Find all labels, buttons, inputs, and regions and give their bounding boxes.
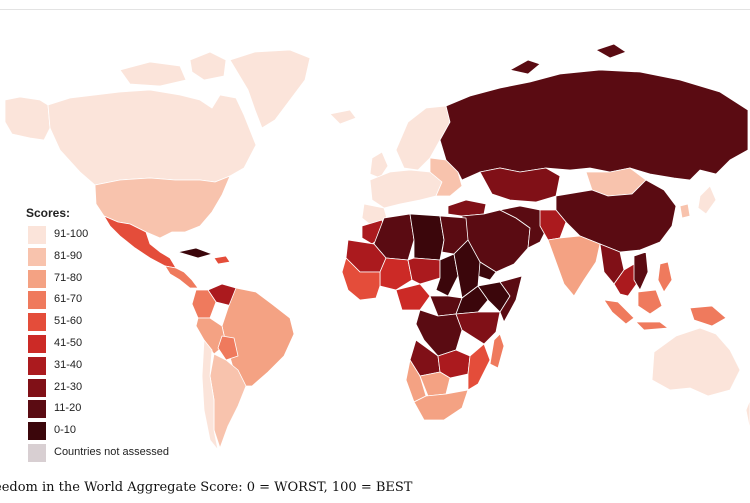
- legend-item: Countries not assessed: [26, 442, 169, 464]
- legend-items: 91-100 81-90 71-80 61-70 51-60 41-50 31-40 21-3…: [26, 224, 169, 464]
- region-hispaniola[interactable]: [213, 255, 231, 265]
- legend-item: 0-10: [26, 420, 76, 442]
- legend-swatch: [28, 334, 46, 353]
- legend-item: 41-50: [26, 333, 82, 355]
- region-somalia[interactable]: [499, 275, 523, 323]
- region-west-africa[interactable]: [341, 257, 381, 301]
- region-alaska[interactable]: [4, 96, 51, 141]
- region-novaya-zemlya[interactable]: [509, 59, 541, 75]
- region-western-europe[interactable]: [369, 169, 443, 209]
- region-philippines[interactable]: [657, 261, 673, 293]
- legend-swatch: [28, 247, 46, 266]
- legend-item: 31-40: [26, 355, 82, 377]
- region-mozambique[interactable]: [467, 343, 491, 391]
- region-kazakhstan[interactable]: [479, 167, 561, 203]
- region-bolivia[interactable]: [217, 335, 239, 361]
- region-australia[interactable]: [651, 327, 741, 397]
- legend-swatch: [28, 313, 46, 332]
- legend-label: Countries not assessed: [54, 445, 169, 458]
- legend-item: 61-70: [26, 289, 82, 311]
- region-cuba[interactable]: [177, 247, 213, 259]
- region-libya[interactable]: [409, 213, 445, 261]
- region-new-zealand[interactable]: [745, 399, 750, 431]
- region-botswana[interactable]: [419, 371, 451, 397]
- legend-label: 31-40: [54, 358, 83, 371]
- map-caption: eedom in the World Aggregate Score: 0 = …: [0, 480, 413, 495]
- legend-swatch: [28, 422, 46, 441]
- region-iran[interactable]: [499, 205, 549, 249]
- region-iceland[interactable]: [329, 109, 357, 125]
- legend-swatch: [28, 269, 46, 288]
- region-severnaya-zemlya[interactable]: [595, 43, 627, 59]
- legend-item: 71-80: [26, 268, 82, 290]
- region-japan[interactable]: [697, 185, 717, 215]
- region-mali[interactable]: [379, 257, 413, 291]
- region-vietnam[interactable]: [633, 251, 649, 291]
- legend-swatch: [28, 291, 46, 310]
- region-niger[interactable]: [407, 257, 441, 285]
- region-nigeria[interactable]: [395, 283, 431, 311]
- legend-item: 21-30: [26, 377, 82, 399]
- region-turkey[interactable]: [447, 199, 487, 217]
- legend-label: 0-10: [54, 424, 77, 437]
- legend-item: 51-60: [26, 311, 82, 333]
- region-east-africa[interactable]: [455, 311, 501, 345]
- legend-label: 11-20: [54, 402, 82, 415]
- map-legend: Scores: 91-100 81-90 71-80 61-70 51-60 41-50 3…: [26, 206, 169, 464]
- top-divider: [0, 9, 750, 10]
- legend-title: Scores:: [26, 206, 71, 220]
- legend-label: 91-100: [54, 228, 89, 240]
- region-canada-arctic[interactable]: [119, 61, 187, 87]
- legend-label: 51-60: [54, 315, 83, 328]
- legend-item: 81-90: [26, 246, 82, 268]
- legend-label: 61-70: [54, 293, 83, 306]
- region-mexico[interactable]: [103, 215, 177, 269]
- region-india[interactable]: [547, 235, 601, 297]
- region-madagascar[interactable]: [489, 333, 505, 369]
- region-canada-arctic-2[interactable]: [189, 51, 227, 81]
- region-china[interactable]: [555, 179, 677, 253]
- legend-swatch: [28, 443, 46, 462]
- legend-swatch: [28, 226, 46, 244]
- legend-swatch: [28, 356, 46, 375]
- legend-item: 11-20: [26, 398, 81, 420]
- region-uk[interactable]: [369, 151, 389, 179]
- region-java[interactable]: [635, 321, 669, 331]
- region-papua[interactable]: [689, 305, 727, 327]
- region-russia[interactable]: [439, 69, 749, 181]
- region-south-africa[interactable]: [413, 389, 469, 421]
- region-south-sudan[interactable]: [455, 285, 489, 315]
- region-sumatra[interactable]: [603, 299, 635, 325]
- region-south-korea[interactable]: [679, 203, 691, 219]
- region-greenland[interactable]: [229, 49, 311, 129]
- legend-label: 41-50: [54, 336, 83, 349]
- legend-swatch: [28, 378, 46, 397]
- legend-label: 21-30: [54, 380, 83, 393]
- region-canada[interactable]: [47, 89, 257, 186]
- legend-item: 91-100: [26, 224, 88, 246]
- region-borneo[interactable]: [637, 289, 663, 315]
- legend-swatch: [28, 400, 46, 419]
- legend-label: 71-80: [54, 271, 83, 284]
- region-chile[interactable]: [201, 339, 219, 451]
- legend-label: 81-90: [54, 249, 83, 262]
- region-central-america[interactable]: [164, 265, 199, 289]
